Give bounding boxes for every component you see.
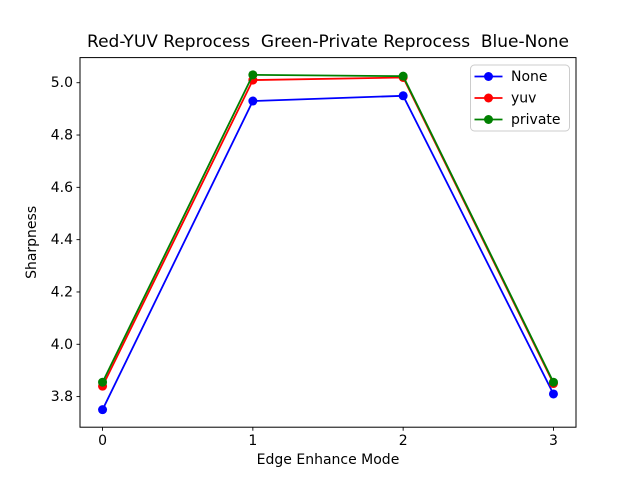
legend-label: None [511, 69, 548, 85]
data-point-None [98, 405, 108, 415]
plot-area [79, 57, 577, 428]
series-line-private [101, 73, 555, 383]
data-point-private [98, 377, 108, 387]
y-tick-label: 4.4 [51, 232, 73, 248]
x-tick-label: 2 [399, 433, 408, 449]
legend-marker [484, 72, 493, 81]
x-axis-ticks: 0 1 2 3 [98, 427, 558, 449]
legend-marker [484, 93, 493, 103]
legend-box [470, 64, 570, 132]
chart-title: Red-YUV Reprocess Green-Private Reproces… [87, 32, 569, 52]
x-tick-label: 3 [549, 433, 558, 449]
y-tick-label: 5.0 [51, 75, 73, 91]
data-point-private [398, 71, 408, 81]
y-tick-label: 3.8 [51, 389, 73, 405]
y-axis-ticks: 3.8 4.0 4.2 4.4 4.6 4.8 5.0 [51, 75, 80, 405]
series-group [98, 70, 558, 415]
legend: None yuv private [470, 64, 570, 132]
y-tick-label: 4.6 [51, 180, 73, 196]
y-tick-label: 4.0 [51, 337, 73, 353]
data-point-private [248, 70, 258, 80]
data-point-None [248, 96, 258, 106]
y-tick-label: 4.8 [51, 128, 73, 144]
legend-label: yuv [511, 91, 536, 107]
y-axis-label: Sharpness [24, 206, 40, 279]
data-point-private [548, 377, 558, 387]
y-tick-label: 4.2 [51, 284, 73, 300]
x-tick-label: 0 [98, 433, 107, 449]
data-point-None [548, 389, 558, 399]
x-axis-label: Edge Enhance Mode [257, 452, 400, 468]
legend-label: private [511, 112, 561, 128]
series-line-None [101, 94, 555, 411]
legend-marker [484, 115, 493, 124]
data-point-None [398, 91, 408, 101]
x-tick-label: 1 [248, 433, 257, 449]
